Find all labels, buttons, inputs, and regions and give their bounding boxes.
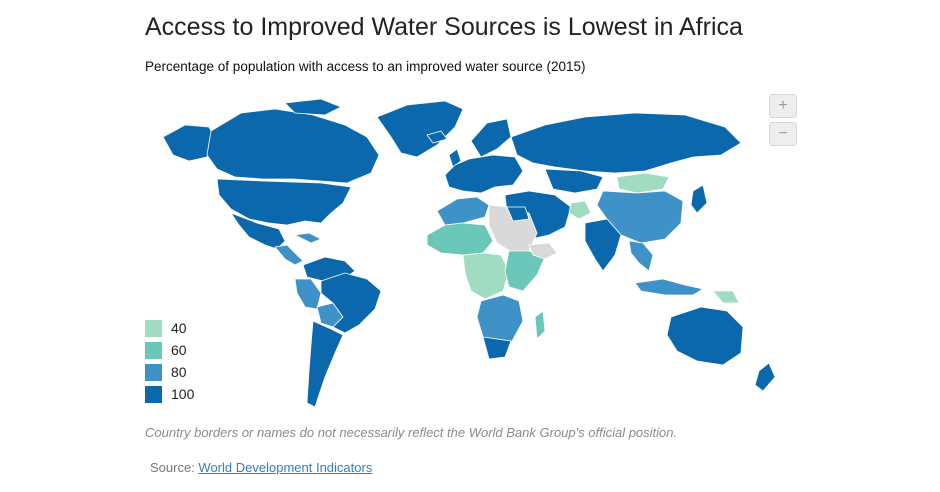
region-uk[interactable] (448, 148, 462, 168)
legend-swatch (145, 385, 162, 403)
region-japan[interactable] (690, 184, 708, 214)
chart-title: Access to Improved Water Sources is Lowe… (145, 13, 743, 41)
region-papua-new-guinea[interactable] (712, 290, 740, 304)
world-map[interactable] (145, 95, 800, 415)
region-southeast-asia[interactable] (628, 240, 654, 272)
legend-swatch (145, 319, 162, 337)
legend-label: 100 (171, 386, 195, 402)
region-central-america[interactable] (274, 244, 304, 266)
region-no-data-horn[interactable] (528, 242, 558, 260)
region-indonesia[interactable] (634, 278, 704, 296)
region-australia[interactable] (666, 306, 744, 366)
source-link[interactable]: World Development Indicators (198, 460, 373, 475)
region-canada-islands[interactable] (284, 98, 342, 116)
region-new-zealand[interactable] (754, 362, 776, 392)
region-iceland[interactable] (426, 130, 448, 144)
region-usa[interactable] (216, 178, 352, 226)
region-mongolia[interactable] (616, 172, 670, 194)
region-peru[interactable] (294, 278, 322, 310)
region-india[interactable] (584, 218, 622, 272)
region-egypt[interactable] (506, 206, 530, 222)
legend-swatch (145, 363, 162, 381)
region-russia[interactable] (510, 112, 742, 174)
region-canada[interactable] (206, 108, 380, 184)
legend-label: 40 (171, 320, 187, 336)
region-madagascar[interactable] (534, 310, 546, 340)
legend-label: 60 (171, 342, 187, 358)
legend-item: 60 (145, 339, 194, 361)
region-china[interactable] (596, 190, 684, 244)
source-line: Source: World Development Indicators (150, 460, 372, 475)
region-southern-africa[interactable] (476, 294, 524, 350)
source-prefix: Source: (150, 460, 199, 475)
region-greenland[interactable] (376, 100, 464, 158)
region-europe[interactable] (444, 154, 524, 194)
legend-item: 80 (145, 361, 194, 383)
legend-swatch (145, 341, 162, 359)
region-caribbean[interactable] (294, 232, 322, 244)
legend-item: 40 (145, 317, 194, 339)
region-north-africa-west[interactable] (436, 196, 490, 226)
map-disclaimer: Country borders or names do not necessar… (145, 425, 678, 440)
region-scandinavia[interactable] (470, 118, 512, 158)
region-kazakhstan[interactable] (544, 168, 604, 194)
legend-label: 80 (171, 364, 187, 380)
chart-subtitle: Percentage of population with access to … (145, 59, 586, 74)
region-west-africa[interactable] (426, 222, 494, 256)
zoom-out-button[interactable]: − (769, 122, 797, 146)
legend-item: 100 (145, 383, 194, 405)
zoom-in-button[interactable]: + (769, 94, 797, 118)
region-southern-cone[interactable] (306, 320, 344, 408)
map-legend: 40 60 80 100 (145, 317, 194, 405)
region-south-africa[interactable] (482, 336, 512, 360)
region-afghanistan[interactable] (568, 200, 592, 220)
region-brazil[interactable] (320, 272, 382, 334)
region-central-africa[interactable] (462, 252, 510, 300)
